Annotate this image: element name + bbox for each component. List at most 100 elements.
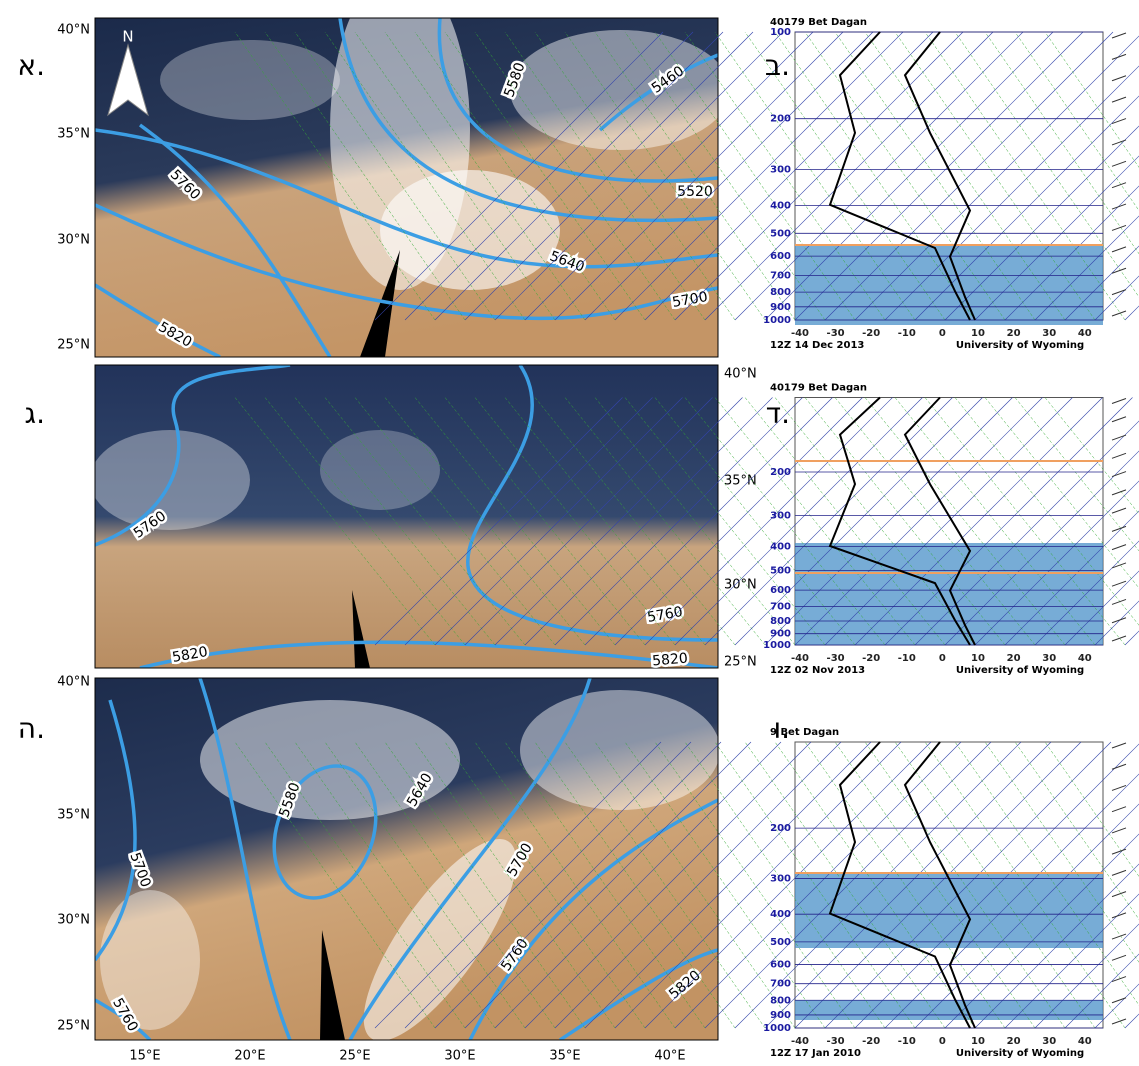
pressure-label: 900: [770, 1010, 791, 1021]
wind-barb: [1112, 618, 1126, 623]
temperature-label: 20: [1007, 1036, 1021, 1047]
pressure-label: 700: [770, 270, 791, 281]
temperature-label: -30: [827, 653, 845, 664]
pressure-label: 300: [770, 164, 791, 175]
isotherm: [1125, 742, 1139, 1028]
wind-barb: [1112, 743, 1126, 748]
lat-label: 40°N: [57, 23, 90, 38]
pressure-label: 400: [770, 200, 791, 211]
wind-barb: [1112, 934, 1126, 939]
panel-label: ב.: [765, 49, 790, 82]
wind-barb: [1112, 955, 1126, 960]
temperature-label: 30: [1042, 653, 1056, 664]
pressure-label: 900: [770, 302, 791, 313]
wind-barb: [1112, 225, 1126, 230]
lon-label: 35°E: [549, 1049, 580, 1064]
wind-barb: [1112, 764, 1126, 769]
temperature-label: -40: [791, 653, 809, 664]
pressure-label: 400: [770, 542, 791, 553]
temperature-label: 30: [1042, 328, 1056, 339]
pressure-label: 400: [770, 909, 791, 920]
panel-label: ג.: [25, 397, 45, 430]
temperature-label: -10: [898, 653, 916, 664]
wind-barb: [1112, 33, 1126, 38]
pressure-label: 300: [770, 511, 791, 522]
temperature-label: 0: [939, 653, 946, 664]
lat-label: 35°N: [57, 808, 90, 823]
lon-label: 15°E: [129, 1049, 160, 1064]
pressure-label: 500: [770, 565, 791, 576]
temperature-label: -20: [862, 1036, 880, 1047]
wind-barb: [1112, 892, 1126, 897]
sounding-date: 12Z 02 Nov 2013: [770, 665, 865, 676]
pressure-label: 900: [770, 629, 791, 640]
wind-barb: [1112, 435, 1126, 440]
wind-barb: [1112, 183, 1126, 188]
pressure-label: 800: [770, 995, 791, 1006]
wind-barb: [1112, 785, 1126, 790]
lat-label: 25°N: [57, 338, 90, 353]
temperature-label: -40: [791, 328, 809, 339]
sounding-source: University of Wyoming: [956, 1048, 1084, 1059]
pressure-label: 200: [770, 114, 791, 125]
lat-label: 40°N: [724, 367, 757, 382]
wind-barb: [1112, 453, 1126, 458]
lon-label: 40°E: [654, 1049, 685, 1064]
wind-barb: [1112, 399, 1126, 404]
temperature-label: 0: [939, 328, 946, 339]
pressure-label: 1000: [763, 315, 791, 326]
temperature-label: 30: [1042, 1036, 1056, 1047]
wind-barb: [1112, 490, 1126, 495]
lat-label: 35°N: [724, 474, 757, 489]
lat-label: 25°N: [57, 1019, 90, 1034]
pressure-label: 700: [770, 602, 791, 613]
temperature-label: -30: [827, 328, 845, 339]
lon-label: 30°E: [444, 1049, 475, 1064]
north-arrow-label: N: [122, 28, 133, 46]
wind-barb: [1112, 97, 1126, 102]
lat-label: 30°N: [57, 233, 90, 248]
temperature-label: 40: [1078, 653, 1092, 664]
wind-barb: [1112, 508, 1126, 513]
temperature-label: 40: [1078, 328, 1092, 339]
temperature-label: -20: [862, 328, 880, 339]
inversion-band: [795, 1000, 1103, 1020]
lat-label: 30°N: [57, 913, 90, 928]
map-image: [95, 678, 720, 1061]
temperature-label: 20: [1007, 653, 1021, 664]
lon-label: 25°E: [339, 1049, 370, 1064]
pressure-label: 800: [770, 616, 791, 627]
wind-barb: [1112, 76, 1126, 81]
temperature-label: -40: [791, 1036, 809, 1047]
wind-barb: [1112, 998, 1126, 1003]
lat-label: 35°N: [57, 127, 90, 142]
pressure-label: 1000: [763, 640, 791, 651]
pressure-label: 600: [770, 251, 791, 262]
lat-label: 25°N: [724, 655, 757, 670]
lat-label: 40°N: [57, 675, 90, 690]
wind-barb: [1112, 140, 1126, 145]
station-title: 9 Bet Dagan: [770, 727, 839, 738]
temperature-label: 10: [971, 328, 985, 339]
wind-barb: [1112, 807, 1126, 812]
pressure-label: 100: [770, 27, 791, 38]
temperature-label: 0: [939, 1036, 946, 1047]
temperature-label: -10: [898, 328, 916, 339]
pressure-label: 1000: [763, 1023, 791, 1034]
temperature-label: -20: [862, 653, 880, 664]
figure: N א.40°N35°N30°N25°N54605520558056405700…: [0, 0, 1139, 1066]
wind-barb: [1112, 417, 1126, 422]
pressure-label: 500: [770, 228, 791, 239]
wind-barb: [1112, 54, 1126, 59]
pressure-label: 200: [770, 823, 791, 834]
panel-label: ד.: [766, 397, 790, 430]
temperature-label: 40: [1078, 1036, 1092, 1047]
sounding-date: 12Z 17 Jan 2010: [770, 1048, 861, 1059]
panel-label: א.: [17, 49, 45, 82]
temperature-label: 20: [1007, 328, 1021, 339]
temperature-label: 10: [971, 1036, 985, 1047]
pressure-label: 600: [770, 585, 791, 596]
isotherm: [1125, 32, 1139, 320]
wind-barb: [1112, 545, 1126, 550]
pressure-label: 700: [770, 979, 791, 990]
